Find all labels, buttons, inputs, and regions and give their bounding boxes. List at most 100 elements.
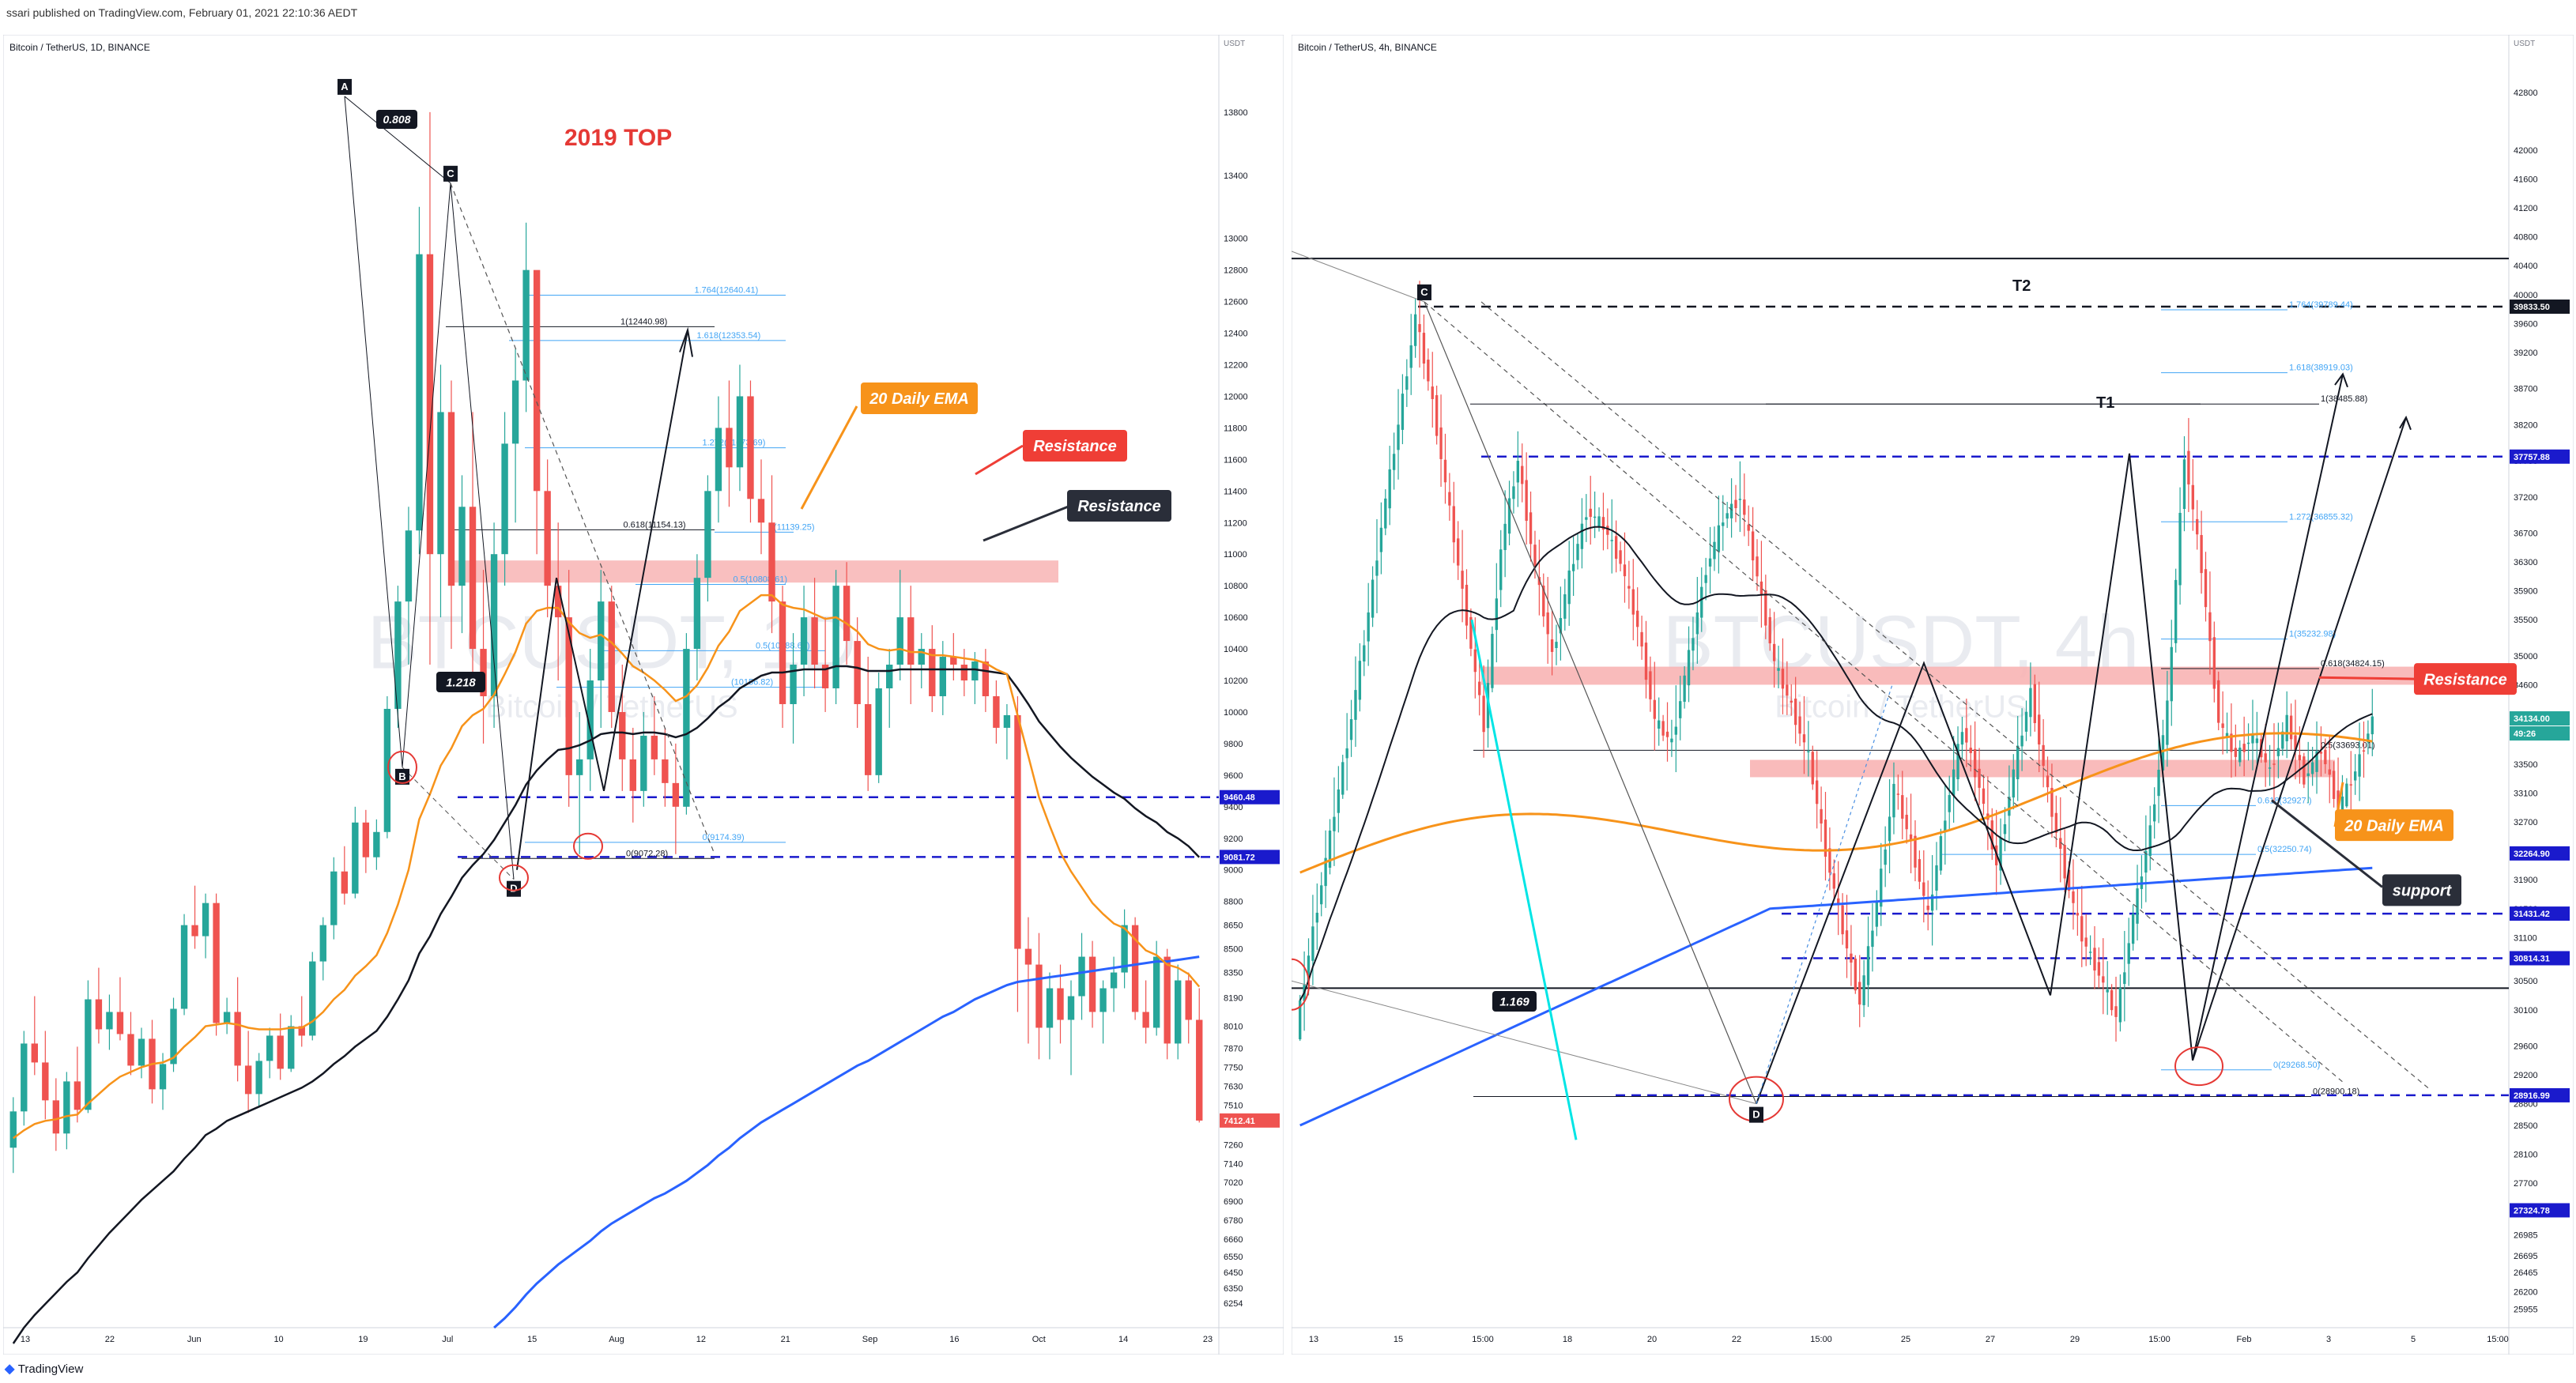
candle-body bbox=[1405, 376, 1409, 390]
candle-body bbox=[1418, 324, 1421, 333]
y-tick-label: 10000 bbox=[1224, 708, 1248, 718]
candle-body bbox=[2020, 735, 2023, 747]
candle-body bbox=[715, 428, 722, 492]
candle-body bbox=[1333, 816, 1336, 831]
resistance-callout-dark-line bbox=[983, 504, 1071, 542]
support-callout: support bbox=[2393, 883, 2453, 900]
fib-level-label: 0.5(10808.61) bbox=[734, 575, 788, 584]
candle-body bbox=[982, 661, 990, 696]
point-label-bg bbox=[507, 880, 521, 897]
candle-body bbox=[2067, 869, 2071, 891]
candle-body bbox=[1845, 930, 1849, 949]
y-tick-label: 38700 bbox=[2514, 385, 2538, 394]
chart-pane-daily[interactable]: BINANCE:BTCUSDT, 1D 34134.00 +1041.02 (+… bbox=[2, 2, 1284, 1355]
candle-body bbox=[1175, 980, 1182, 1044]
y-tick-label: 10200 bbox=[1224, 676, 1248, 686]
four-hour-chart-svg[interactable]: BINANCE:BTCUSDT, 240 34134.00 +1041.02 (… bbox=[1273, 2, 2574, 1355]
y-tick-label: 36300 bbox=[2514, 558, 2538, 567]
fib-level-label: 0.5(33693.01) bbox=[2321, 740, 2375, 750]
candle-body bbox=[9, 1111, 17, 1148]
fib-level-label: (11139.25) bbox=[774, 522, 815, 532]
y-tick-label: 11200 bbox=[1224, 518, 1247, 528]
y-tick-label: 7510 bbox=[1224, 1101, 1243, 1110]
candle-body bbox=[2008, 797, 2011, 816]
candle-body bbox=[394, 601, 402, 709]
candle-body bbox=[1465, 585, 1469, 626]
candle-body bbox=[1409, 345, 1412, 368]
candle-body bbox=[1431, 386, 1434, 399]
y-tick-label: 28500 bbox=[2514, 1121, 2538, 1131]
candle-body bbox=[1491, 634, 1494, 688]
candle-body bbox=[1196, 1019, 1203, 1121]
candle-body bbox=[2187, 450, 2190, 484]
price-tag-bg bbox=[2510, 906, 2570, 921]
fib-level-label: 0(28900.18) bbox=[2313, 1087, 2359, 1096]
candle-body bbox=[2084, 937, 2088, 947]
candle-body bbox=[854, 641, 861, 704]
y-tick-label: 41600 bbox=[2514, 175, 2538, 185]
ema200-line bbox=[493, 955, 1200, 1329]
candle-body bbox=[533, 269, 541, 492]
candle-body bbox=[1816, 780, 1819, 805]
candle-body bbox=[929, 649, 936, 696]
candle-body bbox=[1371, 579, 1375, 618]
chart-pane-4h[interactable]: BINANCE:BTCUSDT, 240 34134.00 +1041.02 (… bbox=[1273, 2, 2574, 1355]
candle-body bbox=[330, 871, 338, 925]
highlight-circle bbox=[573, 832, 603, 860]
candle-body bbox=[511, 380, 519, 444]
x-tick-label: 13 bbox=[21, 1335, 30, 1344]
candle-body bbox=[1337, 789, 1341, 813]
candle-body bbox=[1345, 748, 1348, 759]
candle-body bbox=[405, 530, 413, 602]
pattern-line-cd bbox=[450, 183, 515, 880]
y-tick-label: 41200 bbox=[2514, 204, 2538, 213]
candle-body bbox=[1944, 820, 1947, 833]
candle-body bbox=[74, 1081, 81, 1110]
price-tag: 9081.72 bbox=[1224, 853, 1255, 862]
candle-body bbox=[1695, 612, 1699, 635]
fib-level-label: 1.764(39789.44) bbox=[2289, 300, 2353, 310]
candle-body bbox=[1661, 721, 1665, 736]
candle-body bbox=[501, 443, 508, 555]
y-tick-label: 35900 bbox=[2514, 587, 2538, 597]
y-tick-label: 25955 bbox=[2514, 1306, 2538, 1315]
candle-body bbox=[629, 759, 636, 791]
candle-body bbox=[757, 499, 765, 523]
candle-body bbox=[1759, 581, 1763, 594]
candle-body bbox=[2063, 845, 2066, 879]
candle-body bbox=[1828, 848, 1831, 873]
candle-body bbox=[116, 1012, 124, 1034]
candle-body bbox=[1461, 571, 1464, 589]
annotation-2019-top: 2019 TOP bbox=[564, 125, 672, 151]
y-tick-label: 6254 bbox=[1224, 1299, 1243, 1309]
price-tag: 32264.90 bbox=[2514, 850, 2550, 859]
x-tick-label: Jul bbox=[442, 1335, 453, 1344]
candle-body bbox=[2337, 790, 2340, 810]
x-tick-label: 22 bbox=[1732, 1335, 1741, 1344]
candle-body bbox=[2362, 750, 2366, 752]
candle-body bbox=[1542, 586, 1545, 616]
candle-body bbox=[1439, 427, 1443, 459]
candle-body bbox=[298, 1026, 305, 1036]
candle-body bbox=[1965, 728, 1968, 743]
candle-body bbox=[2332, 771, 2336, 799]
candle-body bbox=[1751, 531, 1755, 561]
x-tick-label: 5 bbox=[2411, 1335, 2416, 1344]
candle-body bbox=[2012, 769, 2015, 798]
candle-body bbox=[586, 680, 594, 759]
candle-body bbox=[907, 617, 915, 665]
footer-brand[interactable]: ◆ TradingView bbox=[5, 1361, 83, 1381]
candle-body bbox=[1973, 748, 1977, 778]
candle-body bbox=[2131, 914, 2135, 944]
ratio-label-0808: 0.808 bbox=[383, 113, 410, 126]
candle-body bbox=[1512, 486, 1515, 499]
candle-body bbox=[1046, 988, 1054, 1028]
candle-body bbox=[821, 665, 829, 688]
candle-body bbox=[811, 617, 818, 665]
candle-body bbox=[63, 1081, 70, 1134]
candle-body bbox=[1537, 577, 1541, 586]
daily-chart-svg[interactable]: BINANCE:BTCUSDT, 1D 34134.00 +1041.02 (+… bbox=[2, 2, 1284, 1355]
y-tick-label: 9800 bbox=[1224, 740, 1243, 749]
pattern-line-xc bbox=[1291, 251, 1425, 303]
ema-callout: 20 Daily EMA bbox=[869, 390, 969, 408]
